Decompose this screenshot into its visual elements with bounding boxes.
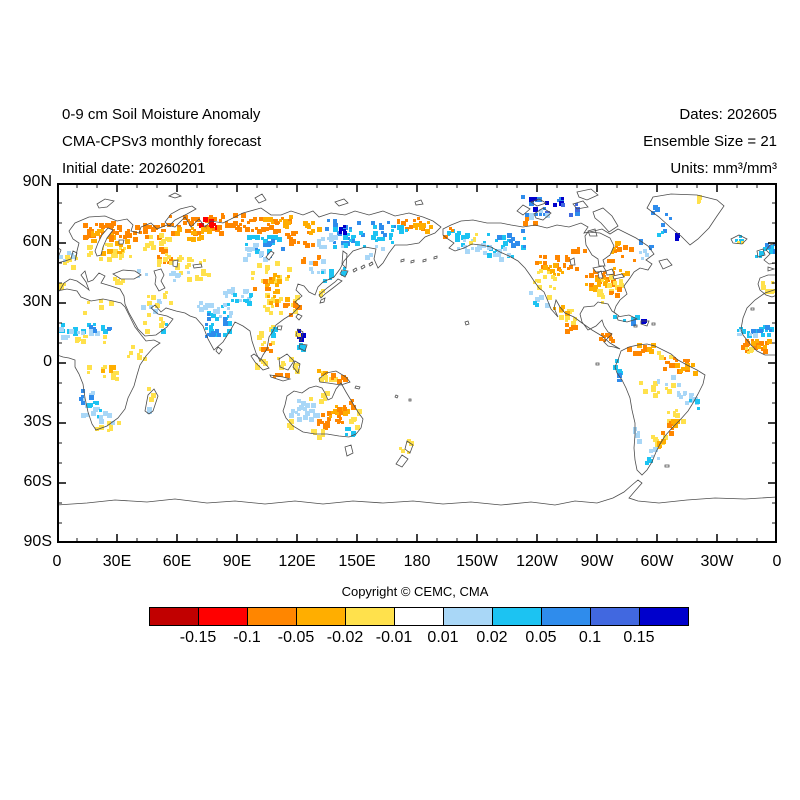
lon-tick-label: 60E: [162, 553, 192, 570]
colorbar-segment: [640, 608, 688, 625]
world-map: [57, 183, 777, 543]
lon-tick-label: 0: [52, 553, 62, 570]
colorbar-segment: [395, 608, 444, 625]
anomaly-field-layer: [57, 195, 777, 465]
hudson-bay: [584, 231, 615, 267]
colorbar-segment: [346, 608, 395, 625]
colorbar-tick-label: 0.05: [525, 629, 557, 646]
units-label: Units: mm³/mm³: [670, 160, 777, 177]
lake-ladoga: [118, 239, 125, 245]
axis-ticks: [57, 183, 777, 543]
lon-tick-label: 90W: [580, 553, 614, 570]
lat-tick-label: 60N: [22, 233, 52, 250]
caspian-sea: [153, 268, 166, 292]
colorbar-tick-label: -0.02: [326, 629, 364, 646]
coastline-south-america: [614, 343, 706, 476]
colorbar-tick-label: 0.15: [623, 629, 655, 646]
lon-tick-label: 60W: [640, 553, 674, 570]
arctic-islands: [96, 188, 748, 245]
lat-tick-label: 60S: [23, 473, 52, 490]
lon-tick-label: 30W: [700, 553, 734, 570]
colorbar-segment: [248, 608, 297, 625]
colorbar-segment: [493, 608, 542, 625]
coastline-africa-west: [740, 288, 777, 356]
copyright-notice: Copyright © CEMC, CMA: [341, 584, 489, 599]
lake-winnipeg: [569, 257, 576, 266]
great-lakes: [592, 265, 625, 280]
colorbar-segment: [444, 608, 493, 625]
colorbar-tick-label: -0.05: [277, 629, 315, 646]
lon-tick-label: 120W: [516, 553, 558, 570]
colorbar-segment: [297, 608, 346, 625]
colorbar-tick-label: -0.15: [179, 629, 217, 646]
title-block: 0-9 cm Soil Moisture Anomaly CMA-CPSv3 m…: [62, 101, 261, 182]
pacific-islands: [215, 250, 470, 468]
map-frame: [57, 183, 777, 543]
coastline-antarctica: [57, 479, 777, 543]
lon-tick-label: 120E: [278, 553, 316, 570]
colorbar-tick-label: -0.1: [233, 629, 261, 646]
coastline-north-america: [442, 219, 655, 350]
dates-label: Dates: 202605: [679, 106, 777, 123]
aral-sea: [172, 259, 179, 268]
lon-tick-label: 30E: [102, 553, 132, 570]
info-block: Dates: 202605 Ensemble Size = 21 Units: …: [643, 101, 777, 182]
lake-baikal: [265, 250, 275, 261]
colorbar-segment: [542, 608, 591, 625]
lat-tick-label: 30N: [22, 293, 52, 310]
lon-tick-label: 150W: [456, 553, 498, 570]
map-title: 0-9 cm Soil Moisture Anomaly: [62, 106, 261, 123]
colorbar-tick-label: -0.01: [375, 629, 413, 646]
lake-balkhash: [192, 263, 203, 269]
colorbar-segment: [591, 608, 640, 625]
coastline-australia: [282, 382, 364, 438]
map-subtitle: CMA-CPSv3 monthly forecast: [62, 133, 262, 150]
inland-seas: [94, 227, 625, 292]
lat-tick-label: 90N: [22, 173, 52, 190]
baltic-sea: [94, 227, 114, 257]
ensemble-size-label: Ensemble Size = 21: [643, 133, 777, 150]
colorbar-segment: [150, 608, 199, 625]
colorbar-tick-label: 0.02: [476, 629, 508, 646]
lat-tick-label: 0: [43, 353, 52, 370]
colorbar: [149, 607, 689, 626]
lon-tick-label: 150E: [338, 553, 376, 570]
black-sea: [112, 269, 142, 280]
lon-tick-label: 90E: [222, 553, 252, 570]
coastline-africa-east: [57, 288, 161, 431]
initial-date-label: Initial date: 20260201: [62, 160, 206, 177]
lat-tick-label: 30S: [23, 413, 52, 430]
lat-tick-label: 90S: [23, 533, 52, 550]
colorbar-tick-label: 0.01: [427, 629, 459, 646]
colorbar-tick-label: 0.1: [578, 629, 602, 646]
lon-tick-label: 180: [403, 553, 431, 570]
coastline-eurasia: [57, 207, 442, 362]
colorbar-segment: [199, 608, 248, 625]
coastline-greenland: [646, 193, 725, 246]
lon-tick-label: 0: [772, 553, 782, 570]
